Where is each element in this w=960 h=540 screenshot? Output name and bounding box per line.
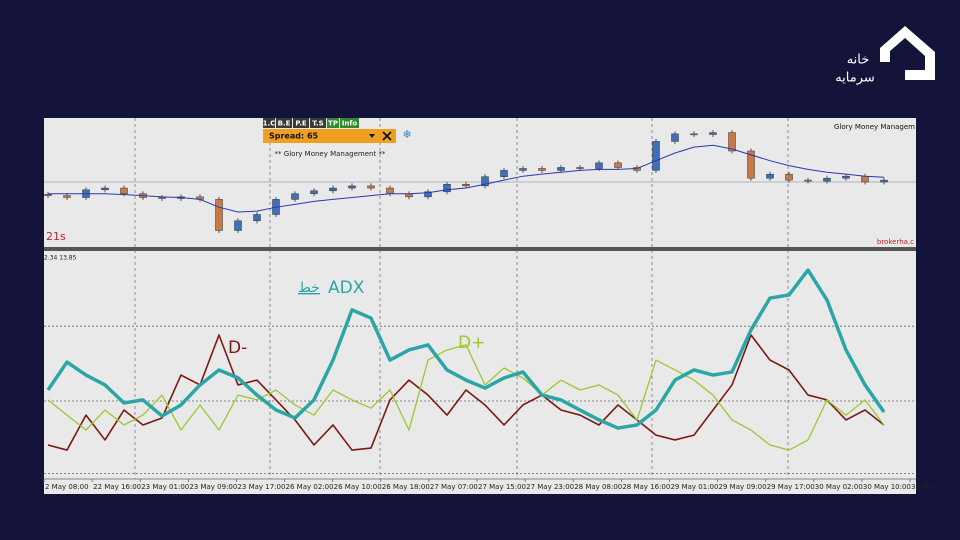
indicator-line xyxy=(47,344,885,451)
candle-body xyxy=(804,179,812,182)
candle-body xyxy=(785,173,793,181)
x-tick-label: 28 May 16:00 xyxy=(622,483,670,491)
candle-body xyxy=(823,177,831,182)
candle-body xyxy=(614,162,622,168)
x-tick-label: 23 May 09:00 xyxy=(189,483,237,491)
x-tick-label: 26 May 18:00 xyxy=(382,483,430,491)
x-tick-label: 23 May 17:00 xyxy=(237,483,285,491)
candle-body xyxy=(652,141,660,171)
x-tick-label: 27 May 23:00 xyxy=(526,483,574,491)
candle-body xyxy=(234,220,242,231)
toolbar-button[interactable] xyxy=(293,118,309,128)
candle-body xyxy=(158,197,166,199)
candle-body xyxy=(120,187,128,194)
candle-body xyxy=(728,132,736,152)
moving-average xyxy=(48,144,885,213)
x-tick-label: 26 May 02:00 xyxy=(286,483,334,491)
spread-bar[interactable] xyxy=(263,129,396,143)
toolbar-button-label: Info xyxy=(342,120,358,128)
candle-body xyxy=(424,191,432,198)
candle-body xyxy=(481,176,489,187)
toolbar: Spread: 65 ❄ ** Glory Money Management *… xyxy=(263,118,412,158)
x-tick-label: 28 May 08:00 xyxy=(574,483,622,491)
indicator-header: 2.34 13.85 xyxy=(44,255,77,262)
toolbar-button-label: 1.C xyxy=(263,120,276,128)
candle-body xyxy=(253,214,261,222)
candle-body xyxy=(63,195,71,198)
close-icon[interactable] xyxy=(382,131,392,141)
dropdown-arrow[interactable] xyxy=(369,134,375,138)
candle-body xyxy=(766,173,774,179)
candle-body xyxy=(215,199,223,231)
candle-body xyxy=(671,133,679,142)
candle-body xyxy=(538,168,546,171)
x-tick-label: 30 May xyxy=(911,483,937,491)
candle-body xyxy=(462,184,470,187)
toolbar-button-label: B.E xyxy=(278,120,291,128)
candle-body xyxy=(557,167,565,171)
candle-body xyxy=(348,185,356,189)
x-tick-label: 22 May 16:00 xyxy=(93,483,141,491)
x-tick-label: 29 May 01:00 xyxy=(670,483,718,491)
toolbar-button-label: P.E xyxy=(295,120,307,128)
candle-body xyxy=(329,187,337,192)
x-tick-label: 29 May 17:00 xyxy=(767,483,815,491)
toolbar-button[interactable] xyxy=(263,118,275,128)
candle-body xyxy=(443,184,451,193)
timer: 21s xyxy=(46,230,66,243)
candle-body xyxy=(310,190,318,194)
toolbar-button[interactable] xyxy=(327,118,339,128)
candle-body xyxy=(861,175,869,183)
toolbar-button[interactable] xyxy=(276,118,292,128)
caption: ** Glory Money Management ** xyxy=(275,150,386,158)
period-separators xyxy=(134,118,789,479)
candle-body xyxy=(386,187,394,194)
candle-body xyxy=(367,185,375,189)
candle-body xyxy=(709,132,717,135)
toolbar-button-label: TP xyxy=(328,120,338,128)
candle-body xyxy=(291,193,299,200)
x-tick-label: 27 May 07:00 xyxy=(430,483,478,491)
candle-body xyxy=(842,175,850,179)
indicator-line xyxy=(46,268,886,430)
logo: خانه سرمایه xyxy=(835,26,935,86)
x-tick-label: 27 May 15:00 xyxy=(478,483,526,491)
legend-dplus: D+ xyxy=(458,333,485,353)
toolbar-button-label: T.S xyxy=(312,120,323,128)
toolbar-button[interactable] xyxy=(340,118,359,128)
x-tick-label: 23 May 01:00 xyxy=(141,483,189,491)
candle-body xyxy=(747,150,755,179)
settings-icon[interactable]: ❄ xyxy=(402,128,411,141)
chart-window xyxy=(44,118,916,494)
legend-dminus: D- xyxy=(228,338,247,358)
spread-text: Spread: 65 xyxy=(269,132,319,141)
broker: brokerha.c xyxy=(877,238,914,246)
x-tick-label: 30 May 02:00 xyxy=(815,483,863,491)
x-tick-label: 30 May 10:00 xyxy=(863,483,911,491)
x-tick-label: 26 May 10:00 xyxy=(334,483,382,491)
candle-body xyxy=(44,194,52,196)
candle-body xyxy=(690,133,698,136)
pane-separator xyxy=(44,247,916,251)
x-tick-label: 29 May 09:00 xyxy=(719,483,767,491)
legend-adx: ADX xyxy=(328,278,365,298)
x-tick-label: 2 May 08:00 xyxy=(45,483,89,491)
logo-mark xyxy=(880,26,935,80)
candle-body xyxy=(595,162,603,169)
logo-text: سرمایه xyxy=(835,71,875,86)
adx-prefix: خط xyxy=(298,280,320,296)
candle-body xyxy=(519,168,527,171)
corner-text: Glory Money Managem xyxy=(834,123,915,131)
indicator-line xyxy=(47,334,885,451)
logo-text: خانه xyxy=(847,53,870,68)
candle-body xyxy=(576,167,584,169)
candle-body xyxy=(880,179,888,183)
toolbar-button[interactable] xyxy=(310,118,326,128)
candle-body xyxy=(500,170,508,177)
candle-body xyxy=(101,187,109,191)
